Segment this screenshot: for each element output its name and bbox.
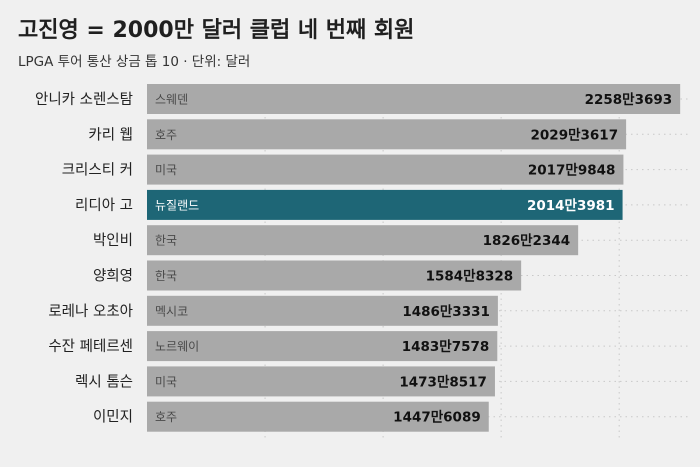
bar	[147, 260, 522, 291]
value-label: 1447만6089	[393, 410, 481, 426]
bar	[147, 401, 489, 432]
player-name-label: 양희영	[93, 268, 133, 285]
value-label: 2017만9848	[528, 163, 616, 179]
country-label: 미국	[155, 163, 177, 177]
chart-title: 고진영 = 2000만 달러 클럽 네 번째 회원	[18, 18, 415, 43]
player-name-label: 카리 웹	[88, 126, 133, 143]
bar	[147, 84, 681, 114]
player-name-label: 박인비	[93, 232, 133, 249]
country-label: 멕시코	[155, 304, 188, 318]
value-label: 1584만8328	[426, 269, 514, 285]
country-label: 한국	[155, 269, 177, 283]
player-name-label: 수잔 페테르센	[48, 338, 133, 355]
player-name-label: 렉시 톰슨	[75, 373, 133, 390]
bar	[147, 154, 624, 185]
player-name-label: 로레나 오초아	[48, 303, 133, 320]
country-label: 뉴질랜드	[155, 198, 199, 212]
bar	[147, 366, 495, 397]
country-label: 호주	[155, 410, 177, 424]
country-label: 한국	[155, 234, 177, 248]
value-label: 1826만2344	[483, 233, 571, 249]
value-label: 2258만3693	[585, 92, 673, 108]
value-label: 1473만8517	[399, 374, 487, 390]
bar	[147, 189, 623, 220]
bar	[147, 225, 579, 256]
country-label: 호주	[155, 128, 177, 142]
chart-subtitle: LPGA 투어 통산 상금 톱 10 · 단위: 달러	[18, 54, 251, 70]
bar	[147, 331, 498, 362]
bar	[147, 119, 627, 150]
country-label: 미국	[155, 375, 177, 389]
bars	[147, 84, 681, 432]
country-label: 스웨덴	[155, 93, 188, 107]
player-name-label: 리디아 고	[75, 197, 133, 214]
bar	[147, 295, 498, 326]
player-name-label: 이민지	[93, 409, 133, 426]
value-label: 2029만3617	[531, 127, 619, 143]
country-label: 노르웨이	[155, 340, 199, 354]
player-name-label: 안니카 소렌스탐	[35, 91, 133, 108]
value-label: 1483만7578	[402, 339, 490, 355]
value-label: 1486만3331	[402, 304, 490, 320]
value-label: 2014만3981	[527, 198, 615, 214]
player-name-label: 크리스티 커	[62, 162, 133, 179]
